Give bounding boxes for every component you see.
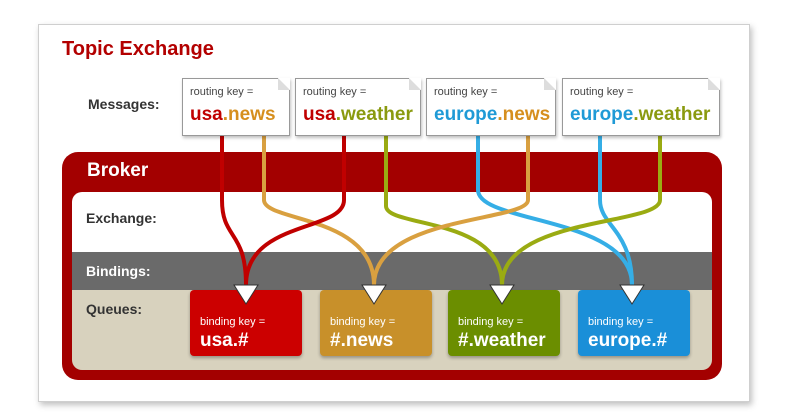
routing-key-value: usa.news — [190, 104, 276, 126]
routing-key-part-2: weather — [638, 104, 711, 125]
route-usa-news-to-news — [262, 132, 376, 287]
routing-key-separator: . — [633, 104, 639, 125]
messages-label: Messages: — [88, 96, 160, 112]
routing-key-part-1: usa — [190, 104, 223, 125]
routing-key-part-2: news — [228, 104, 276, 125]
queue-europe: binding key = europe.# — [578, 290, 690, 356]
message-card: routing key = usa.news — [182, 78, 290, 136]
binding-arrow-europe — [619, 284, 645, 305]
broker-top-block — [396, 152, 476, 190]
binding-key-value: europe.# — [588, 330, 668, 351]
page-fold-icon — [409, 78, 421, 90]
broker-top-block — [368, 152, 396, 190]
routing-key-separator: . — [222, 104, 229, 125]
routing-key-value: usa.weather — [303, 104, 413, 126]
route-europe-news-to-europe — [476, 132, 634, 287]
routing-key-part-1: europe — [434, 104, 498, 125]
binding-arrow-weather — [489, 284, 515, 305]
binding-key-label: binding key = — [330, 316, 396, 328]
binding-arrow-usa — [233, 284, 259, 305]
routing-key-label: routing key = — [434, 86, 498, 98]
binding-arrow-news — [361, 284, 387, 305]
routing-key-separator: . — [497, 104, 503, 125]
diagram-title: Topic Exchange — [62, 38, 214, 60]
message-card: routing key = usa.weather — [295, 78, 421, 136]
binding-key-label: binding key = — [200, 316, 266, 328]
queues-label: Queues: — [86, 301, 143, 317]
broker-top-block — [606, 152, 646, 190]
routing-key-label: routing key = — [303, 86, 367, 98]
route-usa-weather-to-usa — [244, 132, 346, 287]
route-europe-news-to-news — [372, 132, 530, 287]
page-fold-icon — [278, 78, 290, 90]
broker-top-block — [546, 152, 594, 190]
message-card: routing key = europe.news — [426, 78, 556, 136]
broker-top-block — [230, 152, 258, 190]
routing-key-value: europe.news — [434, 104, 550, 126]
bindings-bar — [72, 252, 712, 290]
page-fold-icon — [544, 78, 556, 90]
routing-key-part-1: usa — [303, 104, 336, 125]
routing-key-part-2: news — [502, 104, 551, 125]
binding-key-value: #.news — [330, 330, 394, 351]
route-usa-news-to-usa — [220, 132, 248, 287]
binding-key-value: usa.# — [200, 330, 249, 351]
route-usa-weather-to-weather — [384, 132, 504, 287]
routing-key-part-2: weather — [341, 104, 413, 125]
broker-label: Broker — [87, 160, 149, 181]
page-fold-icon — [708, 78, 720, 90]
route-europe-weather-to-europe — [598, 132, 634, 287]
binding-key-value: #.weather — [458, 330, 546, 351]
routing-key-separator: . — [335, 104, 342, 125]
binding-key-label: binding key = — [458, 316, 524, 328]
message-card: routing key = europe.weather — [562, 78, 720, 136]
route-europe-weather-to-weather — [500, 132, 662, 287]
routing-key-part-1: europe — [570, 104, 634, 125]
broker-top-block — [494, 152, 532, 190]
exchange-label: Exchange: — [86, 210, 157, 226]
bindings-label: Bindings: — [86, 263, 151, 279]
routing-key-value: europe.weather — [570, 104, 710, 126]
binding-key-label: binding key = — [588, 316, 654, 328]
routing-key-label: routing key = — [190, 86, 254, 98]
broker-top-block — [296, 152, 344, 190]
routing-key-label: routing key = — [570, 86, 634, 98]
